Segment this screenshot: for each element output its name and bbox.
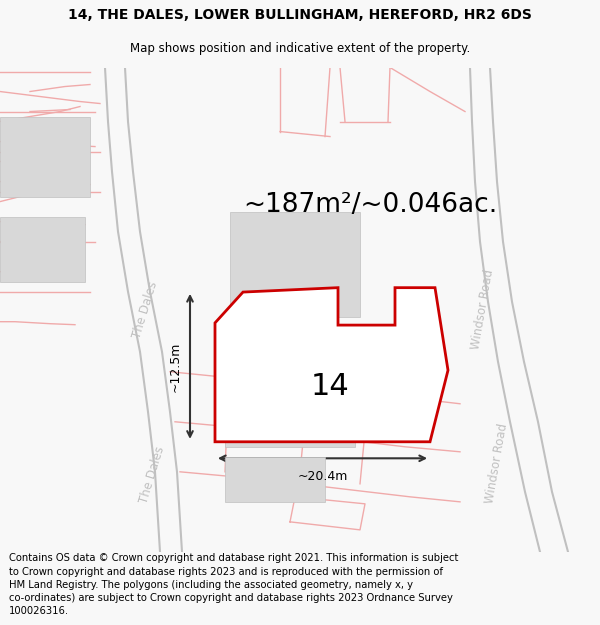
- Text: Windsor Road: Windsor Road: [470, 269, 496, 351]
- Bar: [225, 457, 325, 502]
- Polygon shape: [215, 288, 448, 442]
- Text: ~12.5m: ~12.5m: [169, 341, 182, 392]
- Text: The Dales: The Dales: [137, 445, 167, 505]
- Text: The Dales: The Dales: [130, 279, 160, 340]
- Text: 14, THE DALES, LOWER BULLINGHAM, HEREFORD, HR2 6DS: 14, THE DALES, LOWER BULLINGHAM, HEREFOR…: [68, 8, 532, 22]
- Text: Contains OS data © Crown copyright and database right 2021. This information is : Contains OS data © Crown copyright and d…: [9, 553, 458, 616]
- Bar: [0, 217, 85, 282]
- Text: 14: 14: [311, 372, 349, 401]
- Bar: [0, 116, 90, 197]
- Bar: [225, 337, 355, 447]
- Text: ~20.4m: ~20.4m: [298, 470, 347, 483]
- Text: Windsor Road: Windsor Road: [484, 422, 511, 505]
- Bar: [230, 212, 360, 317]
- Text: Map shows position and indicative extent of the property.: Map shows position and indicative extent…: [130, 42, 470, 55]
- Text: ~187m²/~0.046ac.: ~187m²/~0.046ac.: [243, 192, 497, 218]
